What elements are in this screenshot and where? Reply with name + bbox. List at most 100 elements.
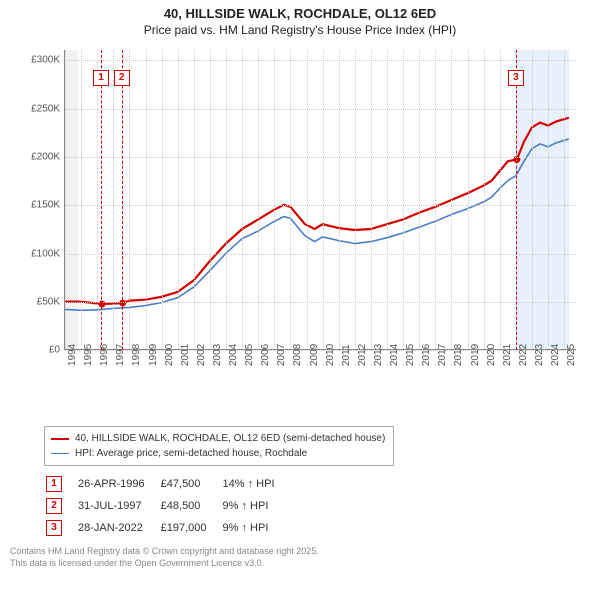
gridline-v — [178, 50, 179, 349]
event-badge: 2 — [114, 70, 130, 86]
legend-label: 40, HILLSIDE WALK, ROCHDALE, OL12 6ED (s… — [75, 431, 385, 446]
gridline-v — [371, 50, 372, 349]
attribution-line2: This data is licensed under the Open Gov… — [10, 558, 600, 570]
event-date: 26-APR-1996 — [78, 474, 159, 494]
event-line — [101, 50, 102, 350]
x-axis-label: 2007 — [276, 344, 287, 366]
x-axis-label: 2017 — [437, 344, 448, 366]
x-axis-label: 2021 — [502, 344, 513, 366]
title-line2: Price paid vs. HM Land Registry's House … — [0, 23, 600, 39]
y-axis-label: £150K — [20, 200, 60, 211]
gridline-v — [129, 50, 130, 349]
event-id-badge: 2 — [46, 498, 62, 514]
x-axis-label: 2019 — [470, 344, 481, 366]
x-axis-label: 2012 — [357, 344, 368, 366]
series-marker — [119, 300, 126, 307]
gridline-v — [403, 50, 404, 349]
event-price: £48,500 — [161, 496, 221, 516]
x-axis-label: 1998 — [131, 344, 142, 366]
y-axis-label: £250K — [20, 103, 60, 114]
x-axis-label: 2014 — [389, 344, 400, 366]
gridline-v — [113, 50, 114, 349]
event-row: 3 28-JAN-2022£197,0009% ↑ HPI — [46, 518, 289, 538]
gridline-v — [435, 50, 436, 349]
gridline-v — [451, 50, 452, 349]
x-axis-label: 2016 — [421, 344, 432, 366]
attribution-line1: Contains HM Land Registry data © Crown c… — [10, 546, 600, 558]
x-axis-label: 1999 — [148, 344, 159, 366]
event-delta: 14% ↑ HPI — [223, 474, 289, 494]
events-table: 1 26-APR-1996£47,50014% ↑ HPI 2 31-JUL-1997… — [44, 472, 291, 540]
event-id-badge: 3 — [46, 520, 62, 536]
legend-row: 40, HILLSIDE WALK, ROCHDALE, OL12 6ED (s… — [51, 431, 387, 446]
x-axis-label: 2013 — [373, 344, 384, 366]
x-axis-label: 2009 — [309, 344, 320, 366]
legend: 40, HILLSIDE WALK, ROCHDALE, OL12 6ED (s… — [44, 426, 394, 466]
x-axis-label: 2018 — [453, 344, 464, 366]
gridline-v — [274, 50, 275, 349]
y-axis-label: £200K — [20, 151, 60, 162]
event-id-badge: 1 — [46, 476, 62, 492]
event-badge: 3 — [508, 70, 524, 86]
x-axis-label: 2023 — [534, 344, 545, 366]
x-axis-label: 2010 — [325, 344, 336, 366]
event-delta: 9% ↑ HPI — [223, 496, 289, 516]
x-axis-label: 2002 — [196, 344, 207, 366]
series-hpi — [65, 139, 569, 310]
x-axis-label: 2008 — [292, 344, 303, 366]
gridline-v — [387, 50, 388, 349]
gridline-v — [290, 50, 291, 349]
event-delta: 9% ↑ HPI — [223, 518, 289, 538]
gridline-v — [258, 50, 259, 349]
gridline-v — [162, 50, 163, 349]
event-line — [122, 50, 123, 350]
x-axis-label: 1994 — [67, 344, 78, 366]
x-axis-label: 2003 — [212, 344, 223, 366]
legend-swatch — [51, 438, 69, 440]
gridline-v — [564, 50, 565, 349]
gridline-v — [548, 50, 549, 349]
x-axis-label: 2006 — [260, 344, 271, 366]
gridline-v — [242, 50, 243, 349]
event-row: 1 26-APR-1996£47,50014% ↑ HPI — [46, 474, 289, 494]
gridline-v — [226, 50, 227, 349]
legend-label: HPI: Average price, semi-detached house,… — [75, 446, 307, 461]
gridline-v — [81, 50, 82, 349]
event-price: £197,000 — [161, 518, 221, 538]
series-price_paid — [65, 118, 569, 304]
x-axis-label: 2015 — [405, 344, 416, 366]
gridline-v — [339, 50, 340, 349]
x-axis-label: 2004 — [228, 344, 239, 366]
event-row: 2 31-JUL-1997£48,5009% ↑ HPI — [46, 496, 289, 516]
event-line — [516, 50, 517, 350]
x-axis-label: 2024 — [550, 344, 561, 366]
attribution: Contains HM Land Registry data © Crown c… — [10, 546, 600, 569]
gridline-v — [532, 50, 533, 349]
x-axis-label: 2005 — [244, 344, 255, 366]
legend-row: HPI: Average price, semi-detached house,… — [51, 446, 387, 461]
y-axis-label: £0 — [20, 345, 60, 356]
gridline-v — [146, 50, 147, 349]
x-axis-label: 2011 — [341, 345, 352, 367]
gridline-v — [210, 50, 211, 349]
x-axis-label: 2020 — [486, 344, 497, 366]
chart-container: £0£50K£100K£150K£200K£250K£300K 19941995… — [20, 46, 580, 386]
gridline-v — [355, 50, 356, 349]
gridline-v — [468, 50, 469, 349]
x-axis-label: 1995 — [83, 344, 94, 366]
gridline-v — [307, 50, 308, 349]
event-date: 31-JUL-1997 — [78, 496, 159, 516]
gridline-v — [65, 50, 66, 349]
gridline-v — [419, 50, 420, 349]
title-line1: 40, HILLSIDE WALK, ROCHDALE, OL12 6ED — [0, 6, 600, 23]
plot-area — [64, 50, 576, 350]
gridline-v — [323, 50, 324, 349]
legend-swatch — [51, 453, 69, 454]
gridline-v — [500, 50, 501, 349]
gridline-v — [194, 50, 195, 349]
event-date: 28-JAN-2022 — [78, 518, 159, 538]
y-axis-label: £50K — [20, 297, 60, 308]
event-price: £47,500 — [161, 474, 221, 494]
event-badge: 1 — [93, 70, 109, 86]
x-axis-label: 2025 — [566, 344, 577, 366]
